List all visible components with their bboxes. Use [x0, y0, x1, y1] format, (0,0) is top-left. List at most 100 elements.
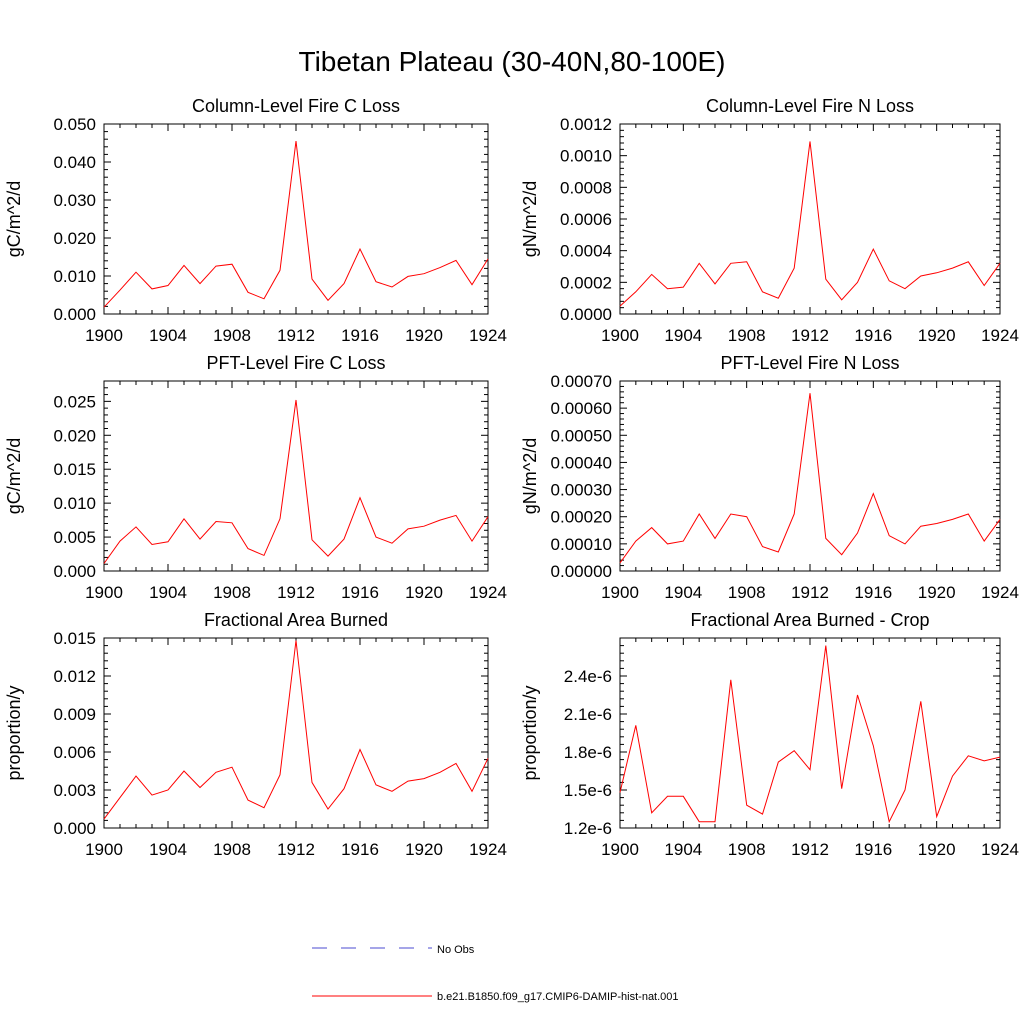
panel-title: Fractional Area Burned [204, 610, 388, 630]
x-tick-label: 1900 [601, 326, 639, 345]
series-line [619, 393, 1001, 564]
y-axis-label: gN/m^2/d [520, 438, 540, 514]
y-tick-label: 0.015 [53, 629, 96, 648]
x-tick-label: 1908 [213, 583, 251, 602]
x-tick-label: 1908 [728, 583, 766, 602]
y-tick-label: 0.010 [53, 267, 96, 286]
x-tick-label: 1920 [918, 583, 956, 602]
series-line [103, 640, 489, 820]
y-axis-label: gC/m^2/d [4, 181, 24, 257]
y-axis-label: gN/m^2/d [520, 181, 540, 257]
x-tick-label: 1904 [664, 840, 702, 859]
plot-frame [103, 637, 489, 829]
panel-title: Column-Level Fire N Loss [706, 96, 914, 116]
x-tick-label: 1900 [85, 326, 123, 345]
x-tick-label: 1916 [854, 840, 892, 859]
x-tick-label: 1916 [854, 583, 892, 602]
panel-2: 1900 1904 1908 1912 1916 1920 1924 0.0000 0.0002… [520, 96, 1019, 345]
y-tick-label: 2.4e-6 [564, 667, 612, 686]
y-tick-label: 0.0004 [560, 242, 612, 261]
y-tick-label: 0.00000 [551, 562, 612, 581]
y-tick-label: 0.0010 [560, 147, 612, 166]
y-tick-label: 0.020 [53, 426, 96, 445]
y-tick-label: 0.00030 [551, 481, 612, 500]
y-tick-label: 1.8e-6 [564, 743, 612, 762]
x-tick-label: 1920 [405, 583, 443, 602]
x-tick-label: 1920 [405, 840, 443, 859]
panel-title: PFT-Level Fire N Loss [720, 353, 899, 373]
figure-title: Tibetan Plateau (30-40N,80-100E) [298, 46, 726, 77]
y-tick-label: 0.00070 [551, 372, 612, 391]
x-tick-label: 1916 [341, 840, 379, 859]
x-tick-label: 1916 [854, 326, 892, 345]
x-tick-label: 1924 [469, 326, 507, 345]
y-tick-label: 0.009 [53, 705, 96, 724]
y-tick-label: 0.00020 [551, 508, 612, 527]
y-tick-label: 1.2e-6 [564, 819, 612, 838]
y-tick-label: 0.012 [53, 667, 96, 686]
y-tick-label: 0.00040 [551, 453, 612, 472]
x-tick-label: 1924 [469, 583, 507, 602]
x-tick-label: 1908 [728, 840, 766, 859]
x-tick-label: 1920 [405, 326, 443, 345]
x-tick-label: 1920 [918, 326, 956, 345]
x-tick-label: 1904 [149, 840, 187, 859]
y-tick-label: 0.010 [53, 494, 96, 513]
panel-title: PFT-Level Fire C Loss [206, 353, 385, 373]
x-tick-label: 1904 [149, 583, 187, 602]
y-tick-label: 0.015 [53, 460, 96, 479]
x-tick-label: 1912 [277, 583, 315, 602]
y-tick-label: 0.000 [53, 562, 96, 581]
y-tick-label: 0.006 [53, 743, 96, 762]
x-tick-label: 1904 [149, 326, 187, 345]
series-line [103, 399, 489, 564]
y-tick-label: 2.1e-6 [564, 705, 612, 724]
x-tick-label: 1904 [664, 583, 702, 602]
x-tick-label: 1904 [664, 326, 702, 345]
x-tick-label: 1912 [277, 326, 315, 345]
y-tick-label: 0.00010 [551, 535, 612, 554]
y-tick-label: 0.030 [53, 191, 96, 210]
panel-title: Column-Level Fire C Loss [192, 96, 400, 116]
plot-frame [103, 123, 489, 315]
series-line [103, 141, 489, 308]
panel-5: 1900 1904 1908 1912 1916 1920 1924 0.000 0.003 0.… [4, 610, 507, 859]
y-axis-label: gC/m^2/d [4, 438, 24, 514]
y-axis-label: proportion/y [520, 685, 540, 780]
x-tick-label: 1900 [85, 583, 123, 602]
x-tick-label: 1924 [469, 840, 507, 859]
legend: No Obs b.e21.B1850.f09_g17.CMIP6-DAMIP-hi… [312, 944, 679, 1003]
y-tick-label: 0.0000 [560, 305, 612, 324]
y-tick-label: 0.00050 [551, 426, 612, 445]
y-tick-label: 0.0008 [560, 178, 612, 197]
x-tick-label: 1900 [601, 840, 639, 859]
panel-1: 1900 1904 1908 1912 1916 1920 1924 0.000 0.010 0.… [4, 96, 507, 345]
series-line [619, 645, 1001, 824]
y-tick-label: 0.005 [53, 528, 96, 547]
y-tick-label: 0.040 [53, 153, 96, 172]
legend-label-run: b.e21.B1850.f09_g17.CMIP6-DAMIP-hist-nat… [437, 991, 679, 1003]
y-tick-label: 1.5e-6 [564, 781, 612, 800]
panel-title: Fractional Area Burned - Crop [690, 610, 929, 630]
y-tick-label: 0.000 [53, 305, 96, 324]
x-tick-label: 1908 [213, 840, 251, 859]
y-tick-label: 0.003 [53, 781, 96, 800]
panel-4: 1900 1904 1908 1912 1916 1920 1924 0.00000 0.000… [520, 353, 1019, 602]
x-tick-label: 1924 [981, 326, 1019, 345]
series-line [619, 141, 1001, 307]
y-tick-label: 0.020 [53, 229, 96, 248]
x-tick-label: 1920 [918, 840, 956, 859]
x-tick-label: 1924 [981, 840, 1019, 859]
y-tick-label: 0.00060 [551, 399, 612, 418]
x-tick-label: 1900 [601, 583, 639, 602]
y-tick-label: 0.025 [53, 392, 96, 411]
x-tick-label: 1912 [791, 326, 829, 345]
x-tick-label: 1916 [341, 583, 379, 602]
x-tick-label: 1924 [981, 583, 1019, 602]
x-tick-label: 1916 [341, 326, 379, 345]
x-tick-label: 1912 [791, 840, 829, 859]
legend-label-no-obs: No Obs [437, 944, 475, 956]
panel-6: 1900 1904 1908 1912 1916 1920 1924 1.2e-6 1.5e-6… [520, 610, 1019, 859]
